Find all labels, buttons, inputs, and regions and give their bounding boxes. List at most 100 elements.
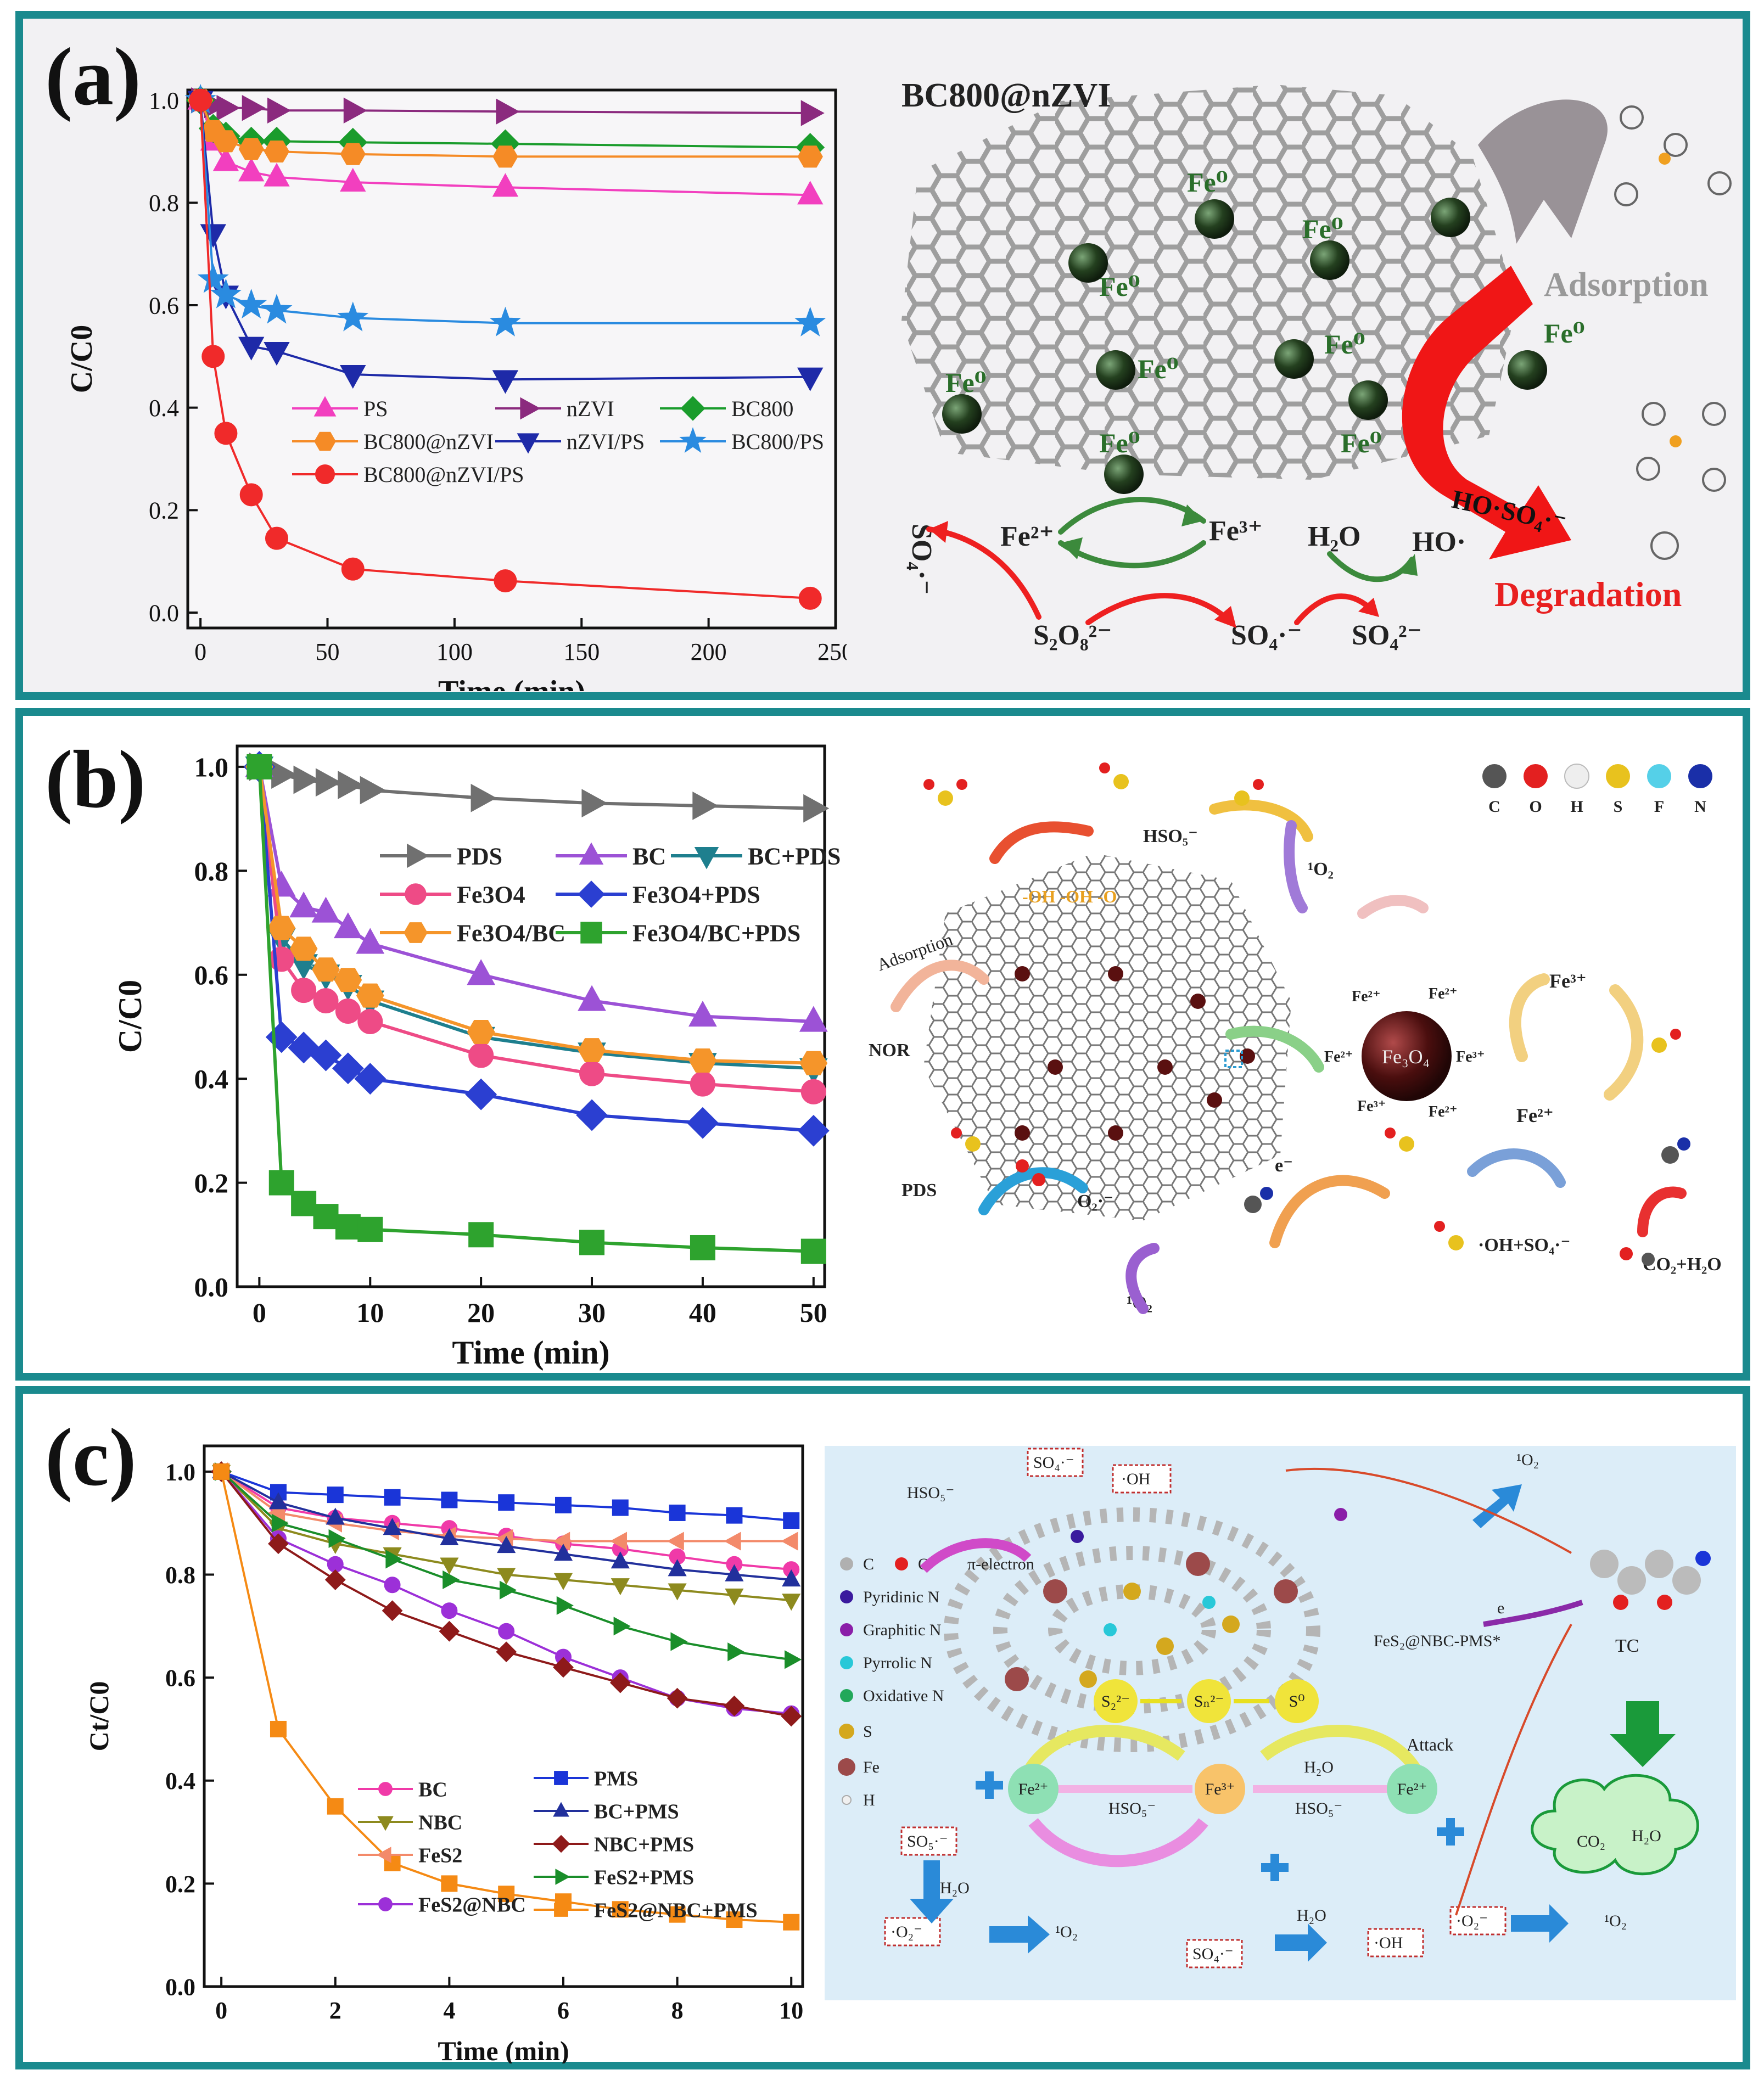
pi-electron-arrow	[920, 1538, 1032, 1573]
o2rad-bottom-box	[1449, 1906, 1507, 1936]
y-tick-label: 0.6	[165, 1665, 195, 1692]
nor-label: NOR	[869, 1040, 910, 1061]
data-point	[797, 367, 824, 391]
legend-s: S	[863, 1723, 872, 1741]
data-point	[312, 957, 340, 982]
data-point	[553, 1532, 570, 1551]
legend-label: NBC+PMS	[594, 1833, 694, 1856]
data-point	[440, 1528, 459, 1546]
data-point	[337, 301, 369, 332]
y-axis-label: C/C0	[65, 325, 99, 393]
data-point	[439, 1620, 460, 1642]
fe0-label: Fe⁰	[1324, 329, 1365, 360]
data-point	[293, 765, 320, 794]
fe-sites	[1015, 966, 1255, 1141]
fe0-label: Fe⁰	[1302, 214, 1343, 244]
x-axis-label: Time (min)	[438, 2035, 569, 2063]
adsorption-arrow	[1478, 99, 1608, 244]
co2-h2o-label: CO₂+H₂O	[1643, 1254, 1722, 1275]
legend-marker	[694, 847, 719, 870]
atom-c-label: C	[1488, 798, 1500, 816]
data-point	[356, 983, 384, 1008]
series-line	[259, 765, 814, 810]
y-tick-label: 0.8	[149, 190, 179, 217]
panel-label-b: (b)	[45, 734, 146, 825]
data-point	[687, 1107, 719, 1139]
y-axis-label: Ct/C0	[83, 1681, 114, 1752]
data-point	[496, 1641, 517, 1663]
legend-label: BC	[632, 843, 666, 870]
data-point	[670, 1632, 688, 1651]
oh-attack-arrow	[1285, 1468, 1572, 1554]
y-tick-label: 0.4	[194, 1064, 229, 1095]
data-point	[489, 306, 521, 336]
plus-signs	[976, 1771, 1464, 1881]
panel-label-a: (a)	[45, 31, 141, 122]
data-point	[310, 1039, 342, 1072]
fe-ion-labels: Fe²⁺ Fe²⁺ Fe²⁺ Fe³⁺ Fe³⁺ Fe²⁺	[1324, 985, 1485, 1120]
data-point	[555, 1496, 572, 1513]
process-arrows	[891, 799, 1687, 1314]
scheme-a-title: BC800@nZVI	[901, 77, 1111, 114]
h2o-label: H₂O	[1308, 521, 1360, 552]
y-tick-label: 0.2	[149, 497, 179, 524]
legend-marker	[378, 1782, 393, 1796]
panel-a: (a) 0 50 100 150 200 250 0.0 0.2 0.4 0.6 0.8 1.0 Tim…	[15, 11, 1750, 700]
h2o-cloud-label: H₂O	[1632, 1827, 1661, 1845]
legend-label: Fe3O4	[457, 881, 525, 908]
data-point	[578, 1038, 606, 1063]
x-tick-label: 150	[563, 638, 600, 665]
data-point	[782, 1569, 801, 1587]
electron-label: e⁻	[1275, 1156, 1293, 1176]
plot-frame	[186, 88, 837, 630]
data-point	[611, 1551, 630, 1569]
cycle-fe3: Fe³⁺	[1549, 970, 1587, 992]
panel-b: (b) 0 10 20 30 40 50 0.0 0.2 0.4 0.6 0.8 1.0 Time (m…	[15, 708, 1750, 1381]
y-tick-label: 1.0	[149, 87, 179, 114]
data-point	[291, 978, 317, 1003]
o2rad-left-label: ·O₂⁻	[891, 1923, 922, 1941]
atom-o-ball	[1524, 764, 1548, 788]
data-point	[496, 98, 520, 125]
o2-rad-label: O₂·⁻	[1077, 1191, 1113, 1211]
legend-label: FeS2@NBC+PMS	[594, 1899, 758, 1922]
data-point	[800, 1238, 826, 1264]
atom-s-ball	[1606, 764, 1630, 788]
data-point	[668, 1583, 687, 1601]
data-point	[498, 1623, 515, 1640]
chart-a: 0 50 100 150 200 250 0.0 0.2 0.4 0.6 0.8 1.0 Time (m…	[65, 83, 847, 691]
data-point	[492, 370, 519, 394]
chart-c: 0 2 4 6 8 10 0.0 0.2 0.4 0.6 0.8 1.0 Time (min) Ct/C0…	[83, 1444, 804, 2063]
pds-label: PDS	[901, 1180, 937, 1201]
data-point	[692, 792, 719, 820]
data-point	[726, 1911, 743, 1928]
data-point	[264, 342, 290, 366]
fe3o4-particle	[1362, 1011, 1452, 1101]
y-tick-label: 0.8	[194, 856, 229, 887]
data-point	[471, 783, 497, 812]
data-point	[553, 1544, 573, 1561]
data-point	[332, 1052, 364, 1085]
legend-marker	[680, 396, 705, 421]
x-tick-label: 2	[329, 1997, 341, 2024]
data-point	[201, 345, 225, 368]
data-point	[238, 138, 264, 160]
fe3-label: Fe³⁺	[1357, 1098, 1386, 1115]
legend-label: nZVI	[567, 396, 614, 421]
o2-top-label: ¹O₂	[1516, 1451, 1539, 1469]
degradation-label: Degradation	[1494, 575, 1682, 614]
legend-label: nZVI/PS	[567, 429, 645, 454]
oh-bottom-box	[1367, 1928, 1424, 1957]
x-tick-label: 250	[817, 638, 847, 665]
data-point	[212, 147, 239, 171]
x-tick-label: 0	[194, 638, 206, 665]
data-point	[576, 1099, 608, 1131]
scheme-background	[825, 1446, 1736, 2000]
data-point	[492, 173, 519, 197]
fe-site-highlight	[1224, 1050, 1243, 1068]
cycle-fe2: Fe²⁺	[1516, 1104, 1554, 1126]
data-point	[553, 1657, 574, 1678]
y-tick-label: 0.8	[165, 1562, 195, 1589]
data-point	[725, 1564, 744, 1581]
fe3-label: Fe³⁺	[1205, 1780, 1235, 1798]
